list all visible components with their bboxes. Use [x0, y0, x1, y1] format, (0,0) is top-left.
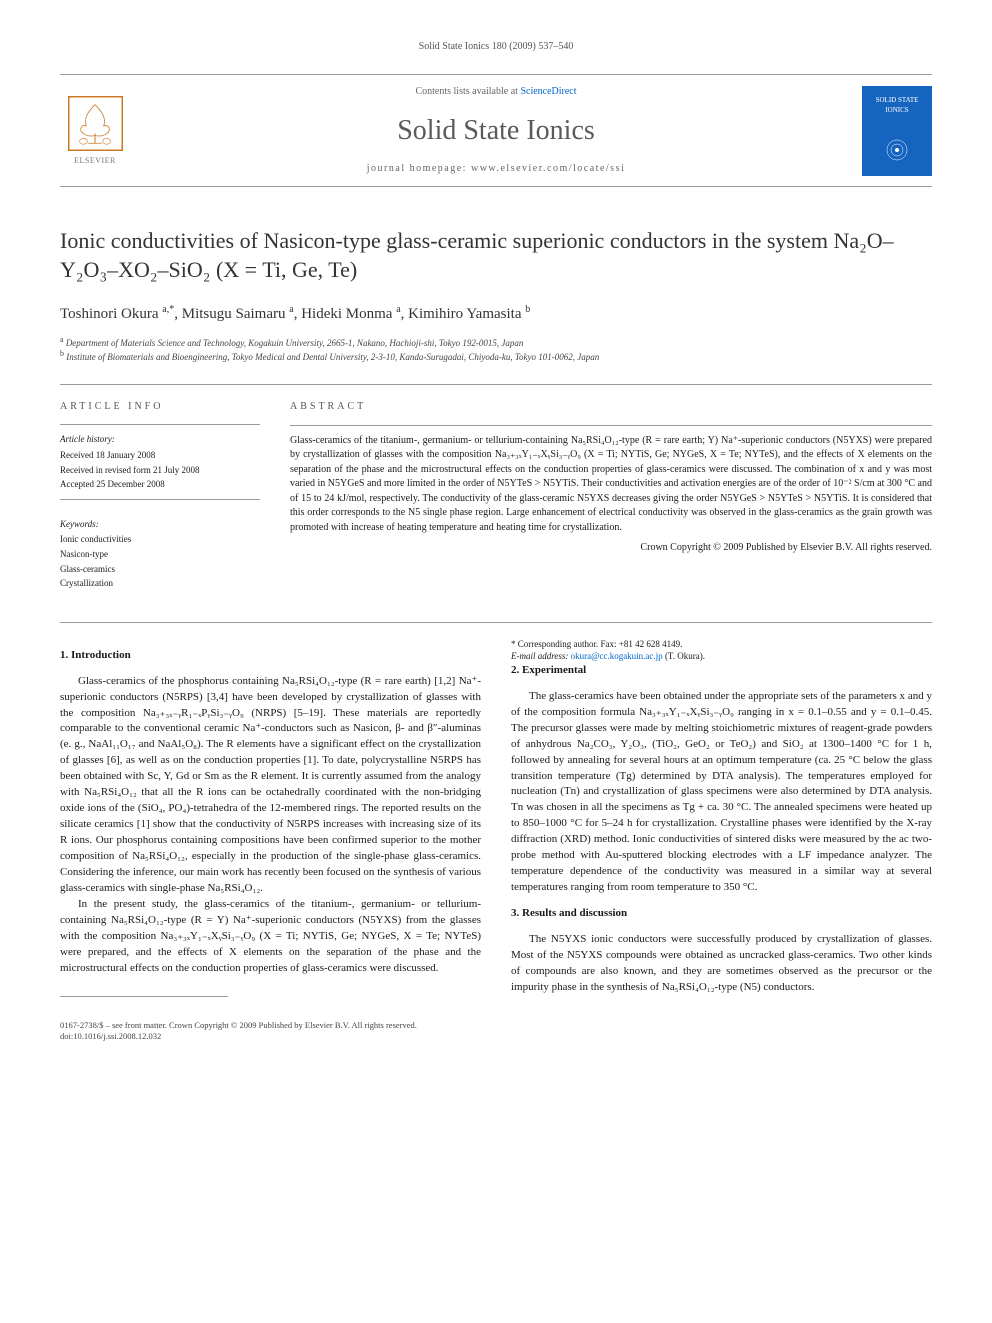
author-list: Toshinori Okura a,*, Mitsugu Saimaru a, … [60, 304, 932, 325]
author-name: Toshinori Okura [60, 306, 159, 322]
sciencedirect-link[interactable]: ScienceDirect [520, 86, 576, 97]
author-marks: a,* [162, 304, 174, 315]
journal-masthead: ELSEVIER Contents lists available at Sci… [60, 74, 932, 187]
info-divider [60, 499, 260, 500]
publisher-logo: ELSEVIER [60, 91, 130, 171]
masthead-center: Contents lists available at ScienceDirec… [150, 85, 842, 176]
contents-prefix: Contents lists available at [415, 86, 520, 97]
affiliation-mark: b [60, 349, 64, 358]
abstract-divider [290, 425, 932, 426]
affiliation: a Department of Materials Science and Te… [60, 337, 932, 351]
email-suffix: (T. Okura). [663, 651, 705, 661]
article-info-heading: ARTICLE INFO [60, 400, 260, 414]
section-divider [60, 384, 932, 385]
page-footer: 0167-2738/$ – see front matter. Crown Co… [60, 1020, 932, 1044]
journal-name: Solid State Ionics [150, 111, 842, 150]
abstract-heading: ABSTRACT [290, 400, 932, 415]
body-paragraph: The N5YXS ionic conductors were successf… [511, 932, 932, 996]
keyword: Nasicon-type [60, 548, 260, 561]
author-marks: a [396, 304, 400, 315]
footnote-block: * Corresponding author. Fax: +81 42 628 … [511, 638, 932, 663]
publisher-logo-label: ELSEVIER [74, 155, 116, 166]
footnote-divider [60, 996, 228, 997]
running-head: Solid State Ionics 180 (2009) 537–540 [60, 40, 932, 54]
author: Toshinori Okura a,* [60, 306, 174, 322]
corresponding-author-note: * Corresponding author. Fax: +81 42 628 … [511, 638, 932, 651]
footer-doi: doi:10.1016/j.ssi.2008.12.032 [60, 1031, 932, 1043]
history-item: Received in revised form 21 July 2008 [60, 464, 260, 477]
email-label: E-mail address: [511, 651, 571, 661]
article-info-block: ARTICLE INFO Article history: Received 1… [60, 400, 260, 591]
body-paragraph: In the present study, the glass-ceramics… [60, 897, 481, 977]
journal-cover-thumbnail: SOLID STATE IONICS [862, 86, 932, 176]
affiliation-text: Institute of Biomaterials and Bioenginee… [66, 352, 599, 362]
article-body: 1. Introduction Glass-ceramics of the ph… [60, 638, 932, 1000]
abstract-block: ABSTRACT Glass-ceramics of the titanium-… [290, 400, 932, 591]
cover-graphic-icon [877, 135, 917, 165]
email-line: E-mail address: okura@cc.kogakuin.ac.jp … [511, 650, 932, 663]
homepage-url[interactable]: www.elsevier.com/locate/ssi [471, 163, 625, 174]
body-paragraph: Glass-ceramics of the phosphorus contain… [60, 674, 481, 897]
keyword: Glass-ceramics [60, 563, 260, 576]
history-item: Received 18 January 2008 [60, 449, 260, 462]
author: Hideki Monma a [301, 306, 400, 322]
contents-available-line: Contents lists available at ScienceDirec… [150, 85, 842, 99]
cover-title: SOLID STATE IONICS [866, 96, 928, 116]
author: Kimihiro Yamasita b [408, 306, 530, 322]
author-name: Hideki Monma [301, 306, 392, 322]
author-marks: b [525, 304, 530, 315]
section-heading-intro: 1. Introduction [60, 648, 481, 664]
body-paragraph: The glass-ceramics have been obtained un… [511, 689, 932, 896]
affiliation-list: a Department of Materials Science and Te… [60, 337, 932, 364]
section-divider [60, 622, 932, 623]
section-heading-results: 3. Results and discussion [511, 906, 932, 922]
email-link[interactable]: okura@cc.kogakuin.ac.jp [571, 651, 663, 661]
history-label: Article history: [60, 433, 260, 446]
affiliation: b Institute of Biomaterials and Bioengin… [60, 351, 932, 365]
info-divider [60, 424, 260, 425]
elsevier-tree-icon [68, 96, 123, 151]
keyword: Crystallization [60, 577, 260, 590]
author: Mitsugu Saimaru a [182, 306, 294, 322]
abstract-text: Glass-ceramics of the titanium-, germani… [290, 434, 932, 536]
affiliation-mark: a [60, 335, 64, 344]
footer-copyright: 0167-2738/$ – see front matter. Crown Co… [60, 1020, 932, 1032]
history-item: Accepted 25 December 2008 [60, 478, 260, 491]
section-heading-experimental: 2. Experimental [511, 663, 932, 679]
keywords-label: Keywords: [60, 518, 260, 531]
author-marks: a [289, 304, 293, 315]
abstract-copyright: Crown Copyright © 2009 Published by Else… [290, 541, 932, 556]
keyword: Ionic conductivities [60, 533, 260, 546]
homepage-line: journal homepage: www.elsevier.com/locat… [150, 162, 842, 176]
article-title: Ionic conductivities of Nasicon-type gla… [60, 227, 932, 284]
author-name: Mitsugu Saimaru [182, 306, 286, 322]
homepage-prefix: journal homepage: [367, 163, 471, 174]
affiliation-text: Department of Materials Science and Tech… [66, 338, 524, 348]
author-name: Kimihiro Yamasita [408, 306, 521, 322]
